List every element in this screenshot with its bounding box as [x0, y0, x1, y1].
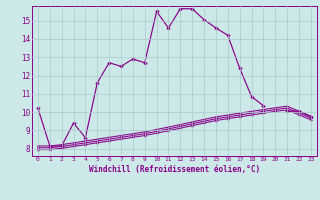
- X-axis label: Windchill (Refroidissement éolien,°C): Windchill (Refroidissement éolien,°C): [89, 165, 260, 174]
